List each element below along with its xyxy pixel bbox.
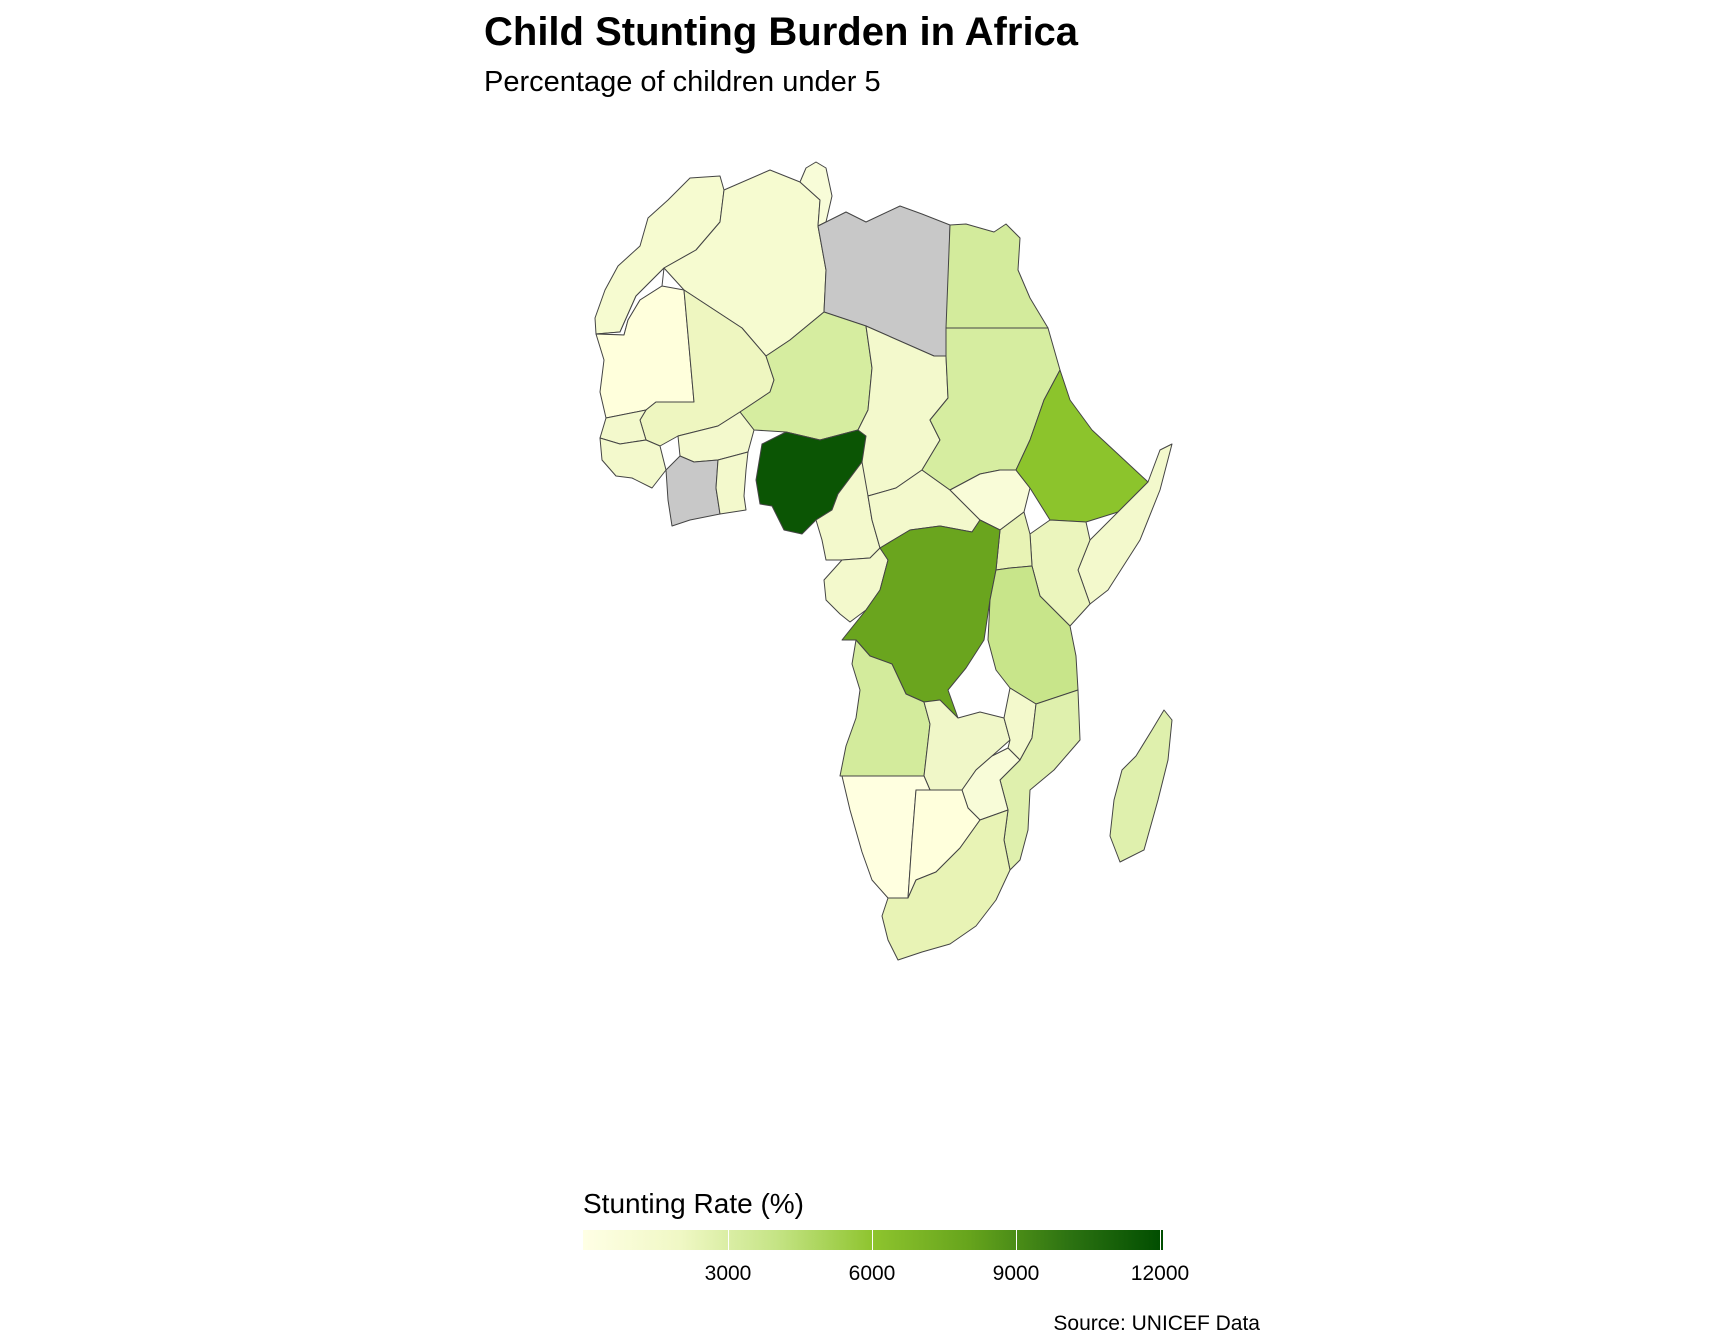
- legend-tick: [1160, 1230, 1161, 1250]
- legend-tick: [1016, 1230, 1017, 1250]
- region-cote-divoire: [665, 455, 721, 527]
- source-caption: Source: UNICEF Data: [1053, 1312, 1260, 1335]
- region-south-africa: [881, 809, 1011, 961]
- region-guinea: [599, 437, 667, 489]
- legend-colorbar: [583, 1230, 1163, 1250]
- region-egypt: [945, 223, 1049, 329]
- map-title: Child Stunting Burden in Africa: [484, 10, 1079, 54]
- region-madagascar: [1109, 709, 1173, 863]
- legend-title: Stunting Rate (%): [583, 1188, 804, 1219]
- map-subtitle: Percentage of children under 5: [484, 66, 881, 98]
- legend-tick-label: 9000: [992, 1262, 1040, 1285]
- legend-tick: [872, 1230, 873, 1250]
- legend-tick-label: 6000: [848, 1262, 896, 1285]
- region-tunisia: [799, 161, 833, 227]
- region-somalia: [1077, 443, 1173, 605]
- legend-tick-label: 12000: [1130, 1262, 1190, 1285]
- legend-tick: [728, 1230, 729, 1250]
- region-drc: [841, 519, 1001, 719]
- legend-tick-label: 3000: [704, 1262, 752, 1285]
- region-ghana: [715, 451, 749, 515]
